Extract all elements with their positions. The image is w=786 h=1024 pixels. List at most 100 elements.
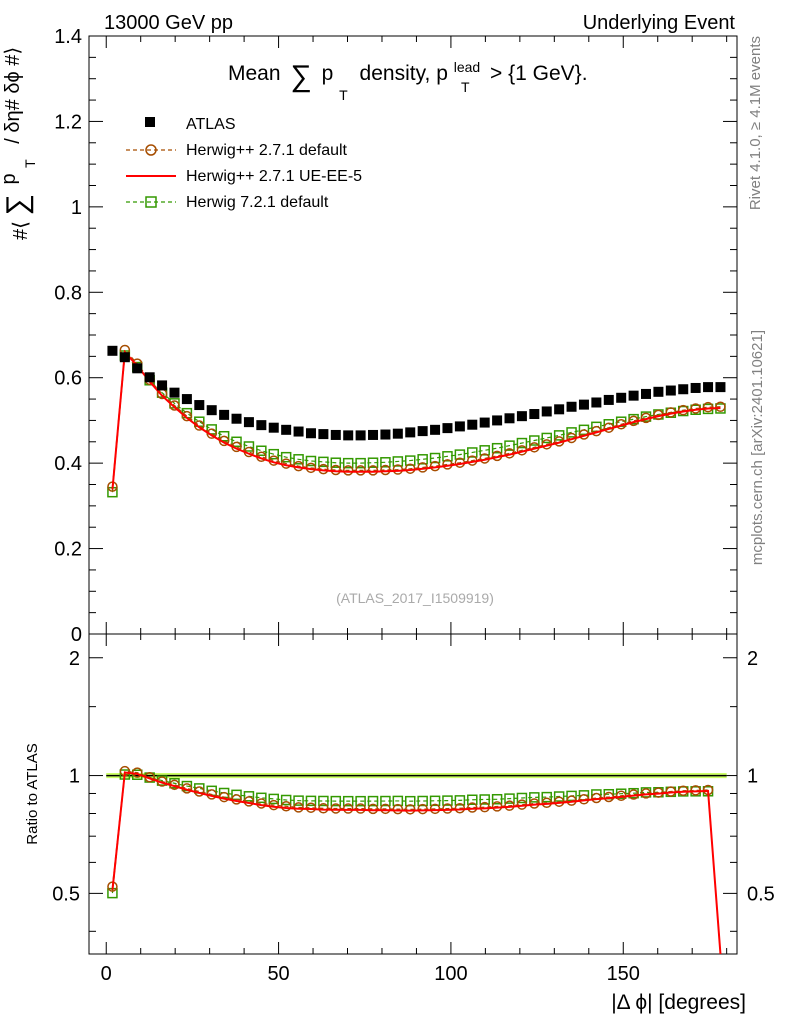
- main-atlas-point: [479, 417, 490, 428]
- title-p: p: [322, 62, 334, 85]
- ratio-herwig7-marker: [417, 795, 428, 807]
- main-herwig-default-marker: [169, 400, 180, 411]
- main-atlas-point: [442, 423, 453, 434]
- main-herwig7-marker: [330, 457, 342, 468]
- main-herwig7-marker: [516, 437, 528, 449]
- main-atlas-point: [380, 429, 391, 440]
- y-tick-label: 1.2: [54, 111, 82, 133]
- main-atlas-point: [107, 345, 118, 356]
- main-herwig-ueee5-line: [111, 349, 721, 490]
- y-tick-label: 0.4: [54, 453, 82, 475]
- main-herwig7-marker: [380, 457, 391, 468]
- y-tick-label: 0.8: [54, 282, 82, 304]
- ratio-herwig7-marker: [442, 795, 453, 806]
- main-atlas-point: [616, 392, 627, 403]
- main-herwig7-marker: [293, 454, 304, 465]
- y-axis-label-sub: T: [22, 159, 38, 168]
- ratio-series-group: [107, 765, 722, 955]
- ratio-herwig-default-marker: [417, 803, 428, 815]
- ratio-herwig7-marker: [404, 795, 416, 807]
- main-herwig7-marker: [442, 451, 453, 462]
- ratio-herwig7-marker: [529, 792, 540, 803]
- ratio-herwig7-marker: [479, 794, 490, 805]
- ratio-herwig-default-marker: [429, 803, 441, 815]
- main-herwig7-marker: [553, 430, 565, 441]
- main-atlas-point: [690, 382, 701, 393]
- x-tick-label: 150: [607, 963, 640, 985]
- main-atlas-point: [715, 382, 726, 393]
- main-atlas-point: [355, 430, 366, 441]
- chart-title: Mean ∑ p T density, p lead > {1 GeV}.: [228, 54, 588, 105]
- main-herwig7-marker: [218, 430, 230, 442]
- ratio-herwig7-marker: [293, 795, 304, 806]
- main-herwig7-marker: [578, 424, 590, 436]
- main-atlas-point: [504, 413, 515, 424]
- main-herwig-default-marker: [715, 401, 726, 413]
- main-atlas-point: [119, 352, 130, 363]
- header-left-label: 13000 GeV pp: [104, 12, 233, 34]
- main-herwig7-marker: [280, 451, 292, 463]
- ratio-herwig7-marker: [256, 792, 267, 804]
- y-tick-label: 0.6: [54, 368, 82, 390]
- title-sub-t2: T: [461, 79, 470, 95]
- main-herwig7-marker: [417, 454, 428, 465]
- ratio-herwig7-marker: [491, 793, 503, 805]
- main-herwig-default-marker: [194, 420, 205, 431]
- header-right-label: Underlying Event: [583, 12, 736, 34]
- main-atlas-point: [318, 429, 329, 440]
- analysis-id-label: (ATLAS_2017_I1509919): [336, 590, 494, 606]
- ratio-y-tick-label: 0.5: [52, 883, 80, 905]
- main-herwig7-marker: [342, 457, 354, 469]
- main-herwig7-marker: [479, 445, 490, 456]
- main-atlas-point: [256, 420, 267, 431]
- legend-label-herwig-default: Herwig++ 2.7.1 default: [186, 142, 348, 159]
- main-atlas-point: [181, 394, 192, 405]
- main-atlas-point: [268, 422, 279, 433]
- main-herwig7-marker: [243, 441, 255, 452]
- x-tick-label: 50: [267, 963, 289, 985]
- x-axis-label: |Δ ϕ| [degrees]: [611, 991, 746, 1014]
- main-atlas-point: [578, 399, 589, 410]
- title-sup: lead: [454, 59, 480, 75]
- y-axis-label: #⟨ ∑ p T / δη# δϕ #⟩: [0, 47, 40, 240]
- ratio-herwig7-marker: [467, 794, 478, 806]
- main-atlas-point: [454, 421, 465, 432]
- y-axis-label-pre: #⟨: [10, 221, 32, 240]
- ratio-y-tick-label-right: 1: [747, 766, 758, 788]
- ratio-band-group: [106, 773, 727, 779]
- main-atlas-point: [628, 390, 639, 401]
- main-herwig7-marker: [529, 435, 540, 446]
- y-tick-label: 1.4: [54, 26, 82, 48]
- ratio-herwig7-marker: [355, 795, 366, 807]
- main-herwig7-marker: [467, 447, 478, 458]
- ratio-herwig-default-marker: [305, 802, 317, 813]
- main-atlas-point: [392, 428, 403, 439]
- main-herwig7-marker: [392, 456, 404, 467]
- main-atlas-point: [293, 426, 304, 437]
- main-herwig-default-marker: [206, 428, 217, 439]
- main-herwig-default-marker: [342, 465, 354, 476]
- main-atlas-point: [219, 409, 230, 420]
- y-axis-label-sum: ∑: [1, 194, 34, 215]
- ratio-herwig-default-marker: [467, 802, 478, 813]
- main-herwig7-marker: [491, 442, 503, 454]
- main-herwig-default-line: [111, 348, 721, 487]
- ratio-herwig-default-marker: [268, 799, 279, 811]
- ratio-y-tick-label-right: 2: [747, 648, 758, 670]
- main-atlas-point: [405, 427, 416, 438]
- ratio-herwig-default-line: [111, 770, 722, 955]
- y-tick-label: 1: [71, 197, 82, 219]
- title-sum: ∑: [290, 60, 311, 93]
- main-atlas-point: [554, 404, 565, 415]
- main-atlas-point: [231, 413, 242, 424]
- ratio-herwig7-line: [111, 773, 722, 955]
- main-herwig7-marker: [206, 424, 217, 435]
- series-group: [107, 344, 726, 498]
- ratio-herwig7-marker: [454, 795, 466, 806]
- legend: ATLAS Herwig++ 2.7.1 default Herwig++ 2.…: [126, 116, 362, 211]
- ratio-herwig7-marker: [553, 791, 565, 802]
- ratio-herwig7-marker: [243, 791, 255, 802]
- ratio-herwig7-marker: [516, 792, 528, 804]
- main-atlas-point: [169, 387, 180, 398]
